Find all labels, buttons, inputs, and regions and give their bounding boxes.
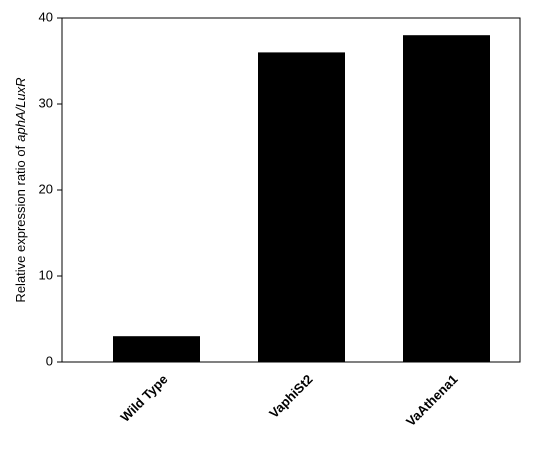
y-axis-label: Relative expression ratio of aphA/LuxR bbox=[13, 77, 28, 302]
y-tick-label: 20 bbox=[39, 181, 53, 196]
x-tick-label: VaphiSt2 bbox=[266, 372, 315, 421]
bar bbox=[403, 35, 490, 362]
x-tick-label: VaAthena1 bbox=[403, 372, 461, 430]
y-axis-label-italic: aphA/LuxR bbox=[13, 77, 28, 141]
y-tick-label: 10 bbox=[39, 267, 53, 282]
y-tick-label: 0 bbox=[46, 353, 53, 368]
x-tick-label: Wild Type bbox=[117, 372, 170, 425]
bar bbox=[113, 336, 200, 362]
y-tick-label: 30 bbox=[39, 95, 53, 110]
y-axis-label-text: Relative expression ratio of bbox=[13, 145, 28, 302]
bar bbox=[258, 52, 345, 363]
y-tick-label: 40 bbox=[39, 9, 53, 24]
